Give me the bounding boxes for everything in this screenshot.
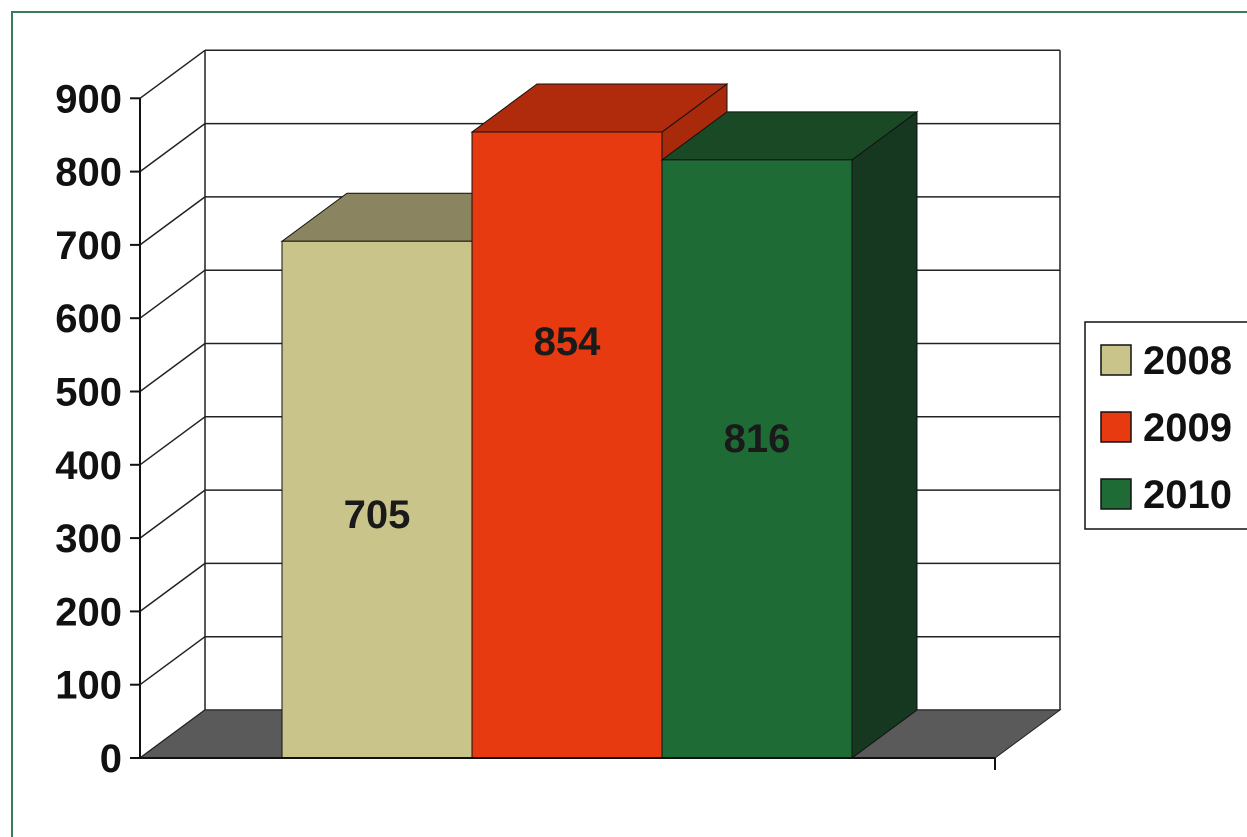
data-label-2010: 816	[724, 417, 791, 461]
grid-diagonal	[139, 122, 206, 173]
y-tick-label: 700	[55, 224, 122, 268]
y-tick-label: 400	[55, 444, 122, 488]
grid-diagonal	[139, 196, 206, 246]
grid-diagonal	[139, 269, 206, 319]
legend-swatch-2009	[1100, 411, 1132, 443]
data-labels: 705 854 816	[344, 320, 791, 537]
y-tick-label: 0	[100, 737, 122, 781]
grid-diagonal	[139, 342, 206, 393]
y-tick-label: 300	[55, 517, 122, 561]
grid-diagonal	[139, 636, 206, 686]
bars	[280, 83, 919, 759]
y-tick-label: 800	[55, 151, 122, 195]
y-axis-ticks: 0 100 200 300 400 500 600 700 800 900	[55, 77, 140, 781]
grid-diagonal	[139, 489, 206, 539]
y-tick-label: 500	[55, 371, 122, 415]
bar-2010	[660, 110, 919, 759]
bar-front-2008	[281, 240, 473, 759]
legend-label-2008: 2008	[1143, 339, 1232, 383]
y-tick-label: 100	[55, 664, 122, 708]
grid-diagonal	[139, 416, 206, 466]
chart-border	[11, 11, 1247, 837]
legend-label-2009: 2009	[1143, 406, 1232, 450]
bar-front-2009	[471, 131, 663, 759]
y-tick-label: 900	[55, 77, 122, 121]
legend-label-2010: 2010	[1143, 473, 1232, 517]
bar-side-2010	[851, 110, 918, 759]
y-tick-label: 600	[55, 297, 122, 341]
bar-front-2010	[661, 159, 853, 759]
data-label-2008: 705	[344, 493, 411, 537]
grid-diagonal	[139, 49, 206, 99]
legend-swatch-2008	[1100, 344, 1132, 376]
legend: 2008 2009 2010	[1084, 321, 1247, 530]
y-tick-label: 200	[55, 590, 122, 634]
legend-swatch-2010	[1100, 478, 1132, 510]
data-label-2009: 854	[534, 320, 601, 364]
grid-diagonal	[139, 562, 206, 613]
